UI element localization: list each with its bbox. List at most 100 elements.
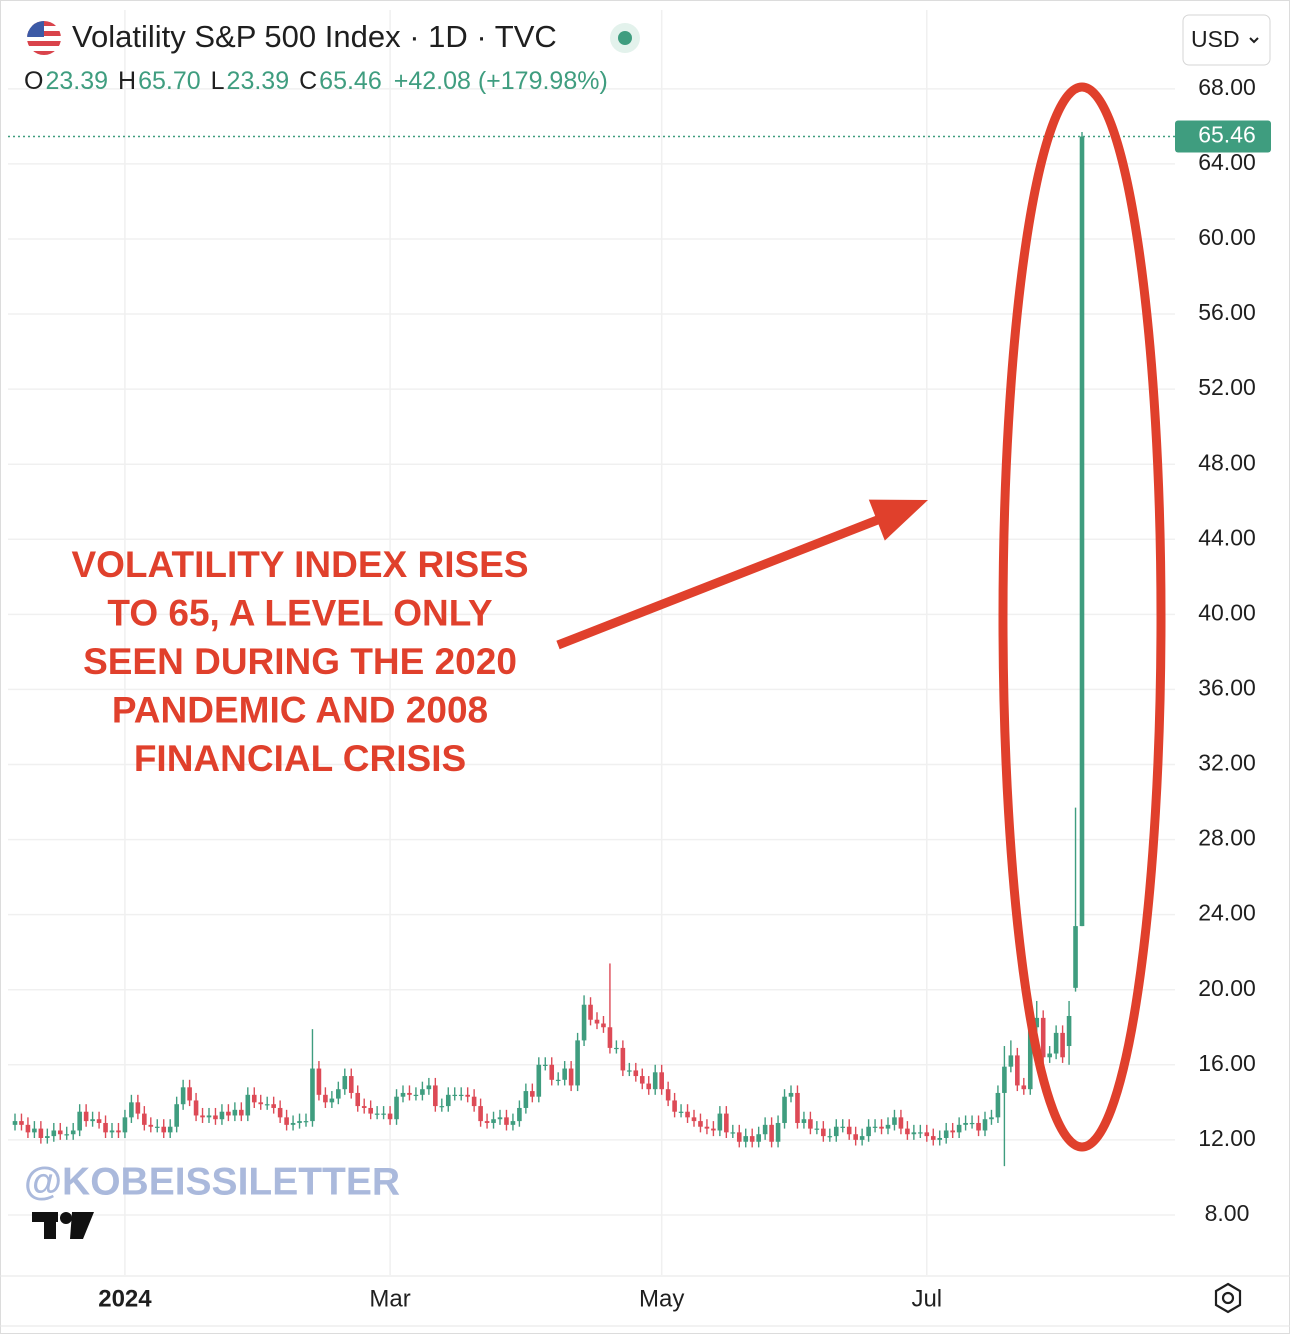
candle-body bbox=[452, 1094, 458, 1097]
candle-body bbox=[226, 1111, 231, 1116]
annotation-line: PANDEMIC AND 2008 bbox=[112, 689, 488, 730]
candle-body bbox=[381, 1113, 386, 1115]
candle-body bbox=[1027, 1027, 1033, 1090]
candle-body bbox=[1073, 926, 1078, 988]
candle-body bbox=[892, 1117, 897, 1125]
y-tick-label: 12.00 bbox=[1198, 1125, 1256, 1151]
candle-body bbox=[555, 1079, 561, 1082]
candle-body bbox=[264, 1104, 270, 1106]
candle-body bbox=[581, 1004, 587, 1041]
ohlc-key: L bbox=[211, 67, 225, 95]
candle-body bbox=[827, 1136, 833, 1138]
candle-body bbox=[956, 1124, 962, 1133]
candle-body bbox=[83, 1111, 89, 1122]
candle-body bbox=[465, 1094, 470, 1097]
annotation-line: FINANCIAL CRISIS bbox=[134, 738, 466, 779]
candle-body bbox=[762, 1124, 768, 1135]
candle-body bbox=[394, 1096, 399, 1120]
candle-body bbox=[859, 1136, 865, 1140]
candle-body bbox=[639, 1076, 645, 1084]
candle-body bbox=[724, 1113, 729, 1133]
currency-button[interactable] bbox=[1182, 14, 1271, 66]
candle-body bbox=[614, 1047, 619, 1050]
annotation: VOLATILITY INDEX RISES TO 65, A LEVEL ONL… bbox=[71, 544, 528, 779]
settings-button[interactable] bbox=[1214, 1282, 1242, 1314]
candle-body bbox=[478, 1106, 483, 1122]
candle-body bbox=[491, 1119, 496, 1123]
ohlc-key: C bbox=[299, 67, 317, 95]
candle-body bbox=[407, 1092, 412, 1095]
candle-body bbox=[90, 1119, 95, 1122]
candle-body bbox=[575, 1040, 580, 1086]
candle-body bbox=[245, 1094, 251, 1116]
candle-body bbox=[588, 1004, 593, 1020]
candle-body bbox=[19, 1121, 24, 1125]
candle-body bbox=[180, 1087, 186, 1105]
candle-body bbox=[232, 1109, 238, 1116]
candle-body bbox=[691, 1117, 697, 1122]
candle-body bbox=[1053, 1032, 1059, 1054]
candle-body bbox=[510, 1121, 516, 1125]
settings-hex[interactable] bbox=[1214, 1282, 1242, 1314]
currency-dropdown[interactable]: USD bbox=[1182, 14, 1271, 66]
candle-body bbox=[911, 1132, 917, 1135]
currency-label[interactable]: USD bbox=[1191, 26, 1240, 52]
arrow-shaft bbox=[556, 514, 882, 650]
candle-body bbox=[323, 1094, 328, 1103]
candle-body bbox=[154, 1126, 160, 1128]
candle-body bbox=[646, 1083, 652, 1090]
ohlc-value: 65.46 bbox=[319, 67, 382, 95]
y-tick-label: 48.00 bbox=[1198, 449, 1256, 475]
candle-body bbox=[594, 1019, 600, 1024]
candle-body bbox=[284, 1117, 289, 1125]
candle-body bbox=[368, 1107, 373, 1114]
candle-body bbox=[213, 1115, 218, 1120]
candle-body bbox=[821, 1128, 826, 1137]
dropdown-caret[interactable] bbox=[1249, 37, 1259, 44]
candle-body bbox=[504, 1117, 509, 1125]
candle-body bbox=[853, 1134, 858, 1140]
tv-logo bbox=[32, 1212, 94, 1239]
status-dot bbox=[618, 31, 632, 45]
y-tick-label: 32.00 bbox=[1198, 750, 1256, 776]
candle-body bbox=[885, 1124, 891, 1129]
y-tick-label: 52.00 bbox=[1198, 374, 1256, 400]
x-tick-label: 2024 bbox=[98, 1285, 152, 1312]
candle-body bbox=[627, 1070, 632, 1072]
y-tick-label: 40.00 bbox=[1198, 599, 1256, 625]
candle-body bbox=[161, 1126, 167, 1133]
candle-body bbox=[1002, 1066, 1007, 1093]
settings-hole[interactable] bbox=[1221, 1291, 1235, 1305]
y-tick-label: 24.00 bbox=[1198, 900, 1256, 926]
candle-body bbox=[685, 1111, 690, 1118]
candle-body bbox=[310, 1068, 315, 1122]
candle-body bbox=[1015, 1055, 1020, 1086]
candle-body bbox=[426, 1085, 432, 1090]
price-change: +42.08 (+179.98%) bbox=[394, 67, 608, 95]
candle-body bbox=[814, 1128, 820, 1130]
candle-body bbox=[846, 1126, 852, 1135]
annotation-line: TO 65, A LEVEL ONLY bbox=[107, 592, 493, 633]
x-tick-label: May bbox=[639, 1285, 684, 1312]
candle-body bbox=[316, 1068, 322, 1095]
x-tick-label: Jul bbox=[911, 1285, 942, 1312]
candle-body bbox=[918, 1132, 923, 1134]
candle-body bbox=[142, 1113, 147, 1125]
candle-body bbox=[129, 1102, 134, 1118]
candle-body bbox=[704, 1126, 710, 1129]
candle-body bbox=[743, 1136, 749, 1142]
candle-body bbox=[736, 1132, 742, 1142]
candle-body bbox=[1008, 1055, 1014, 1067]
candle-body bbox=[445, 1094, 451, 1107]
candle-body bbox=[258, 1102, 264, 1105]
candle-body bbox=[471, 1096, 477, 1107]
candle-body bbox=[568, 1068, 574, 1086]
candle-body bbox=[775, 1122, 781, 1142]
candle-body bbox=[239, 1109, 244, 1116]
candle-body bbox=[769, 1124, 774, 1142]
candle-body bbox=[523, 1091, 529, 1108]
candle-body bbox=[924, 1132, 930, 1137]
candle-body bbox=[25, 1124, 31, 1133]
candle-body bbox=[374, 1113, 380, 1115]
